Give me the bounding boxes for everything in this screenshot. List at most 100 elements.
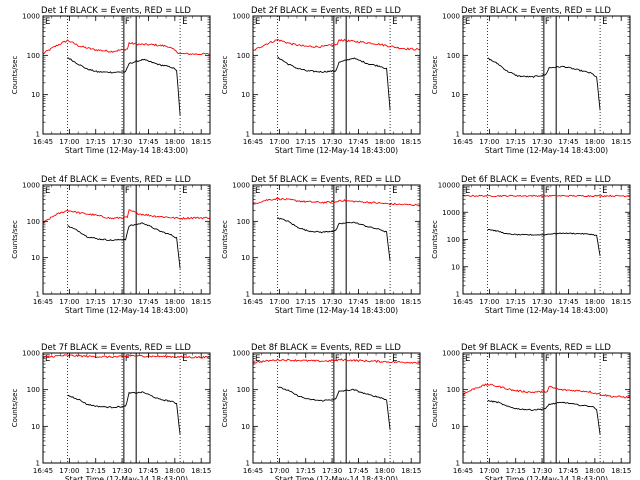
x-tick-label: 17:00: [479, 138, 499, 146]
x-tick-label: 16:45: [453, 298, 473, 306]
x-tick-label: 16:45: [33, 298, 53, 306]
plot-frame: [252, 184, 421, 295]
marker-f: F: [545, 186, 550, 196]
x-tick-label: 18:00: [585, 298, 605, 306]
y-tick-label: 100: [447, 386, 460, 394]
marker-e-start: E: [255, 354, 260, 364]
plot-frame: [252, 15, 421, 135]
y-tick-label: 10: [241, 91, 250, 99]
panel-title: Det 3f BLACK = Events, RED = LLD: [461, 6, 611, 16]
marker-e-end: E: [182, 17, 187, 27]
lld-series-line: [42, 354, 211, 359]
y-tick-label: 100: [27, 52, 40, 60]
x-axis-label: Start Time (12-May-14 18:43:00): [275, 146, 398, 155]
y-tick-label: 1: [456, 291, 460, 299]
plot-frame: [462, 352, 631, 464]
events-series-line: [277, 216, 391, 262]
x-tick-label: 17:45: [348, 138, 368, 146]
x-axis-label: Start Time (12-May-14 18:43:00): [485, 475, 608, 480]
x-tick-label: 17:45: [138, 138, 158, 146]
y-tick-label: 100: [237, 52, 250, 60]
events-series-line: [67, 391, 181, 435]
marker-f: F: [125, 354, 130, 364]
x-tick-label: 18:15: [611, 138, 631, 146]
marker-f: F: [335, 186, 340, 196]
plot-frame: [252, 352, 421, 464]
marker-e-end: E: [392, 17, 397, 27]
x-axis-label: Start Time (12-May-14 18:43:00): [275, 475, 398, 480]
x-tick-label: 17:15: [506, 467, 526, 475]
y-tick-label: 1000: [22, 350, 40, 358]
x-tick-label: 17:45: [348, 467, 368, 475]
y-axis-label: Counts/sec: [431, 220, 439, 259]
lld-series-line: [252, 38, 421, 51]
x-tick-label: 18:00: [375, 467, 395, 475]
x-tick-label: 17:45: [138, 467, 158, 475]
plot-frame: [462, 15, 631, 135]
x-axis-label: Start Time (12-May-14 18:43:00): [65, 475, 188, 480]
y-tick-label: 1: [36, 131, 40, 139]
y-tick-label: 100: [237, 386, 250, 394]
marker-e-start: E: [45, 186, 50, 196]
y-tick-label: 1000: [442, 13, 460, 21]
y-tick-label: 10: [451, 423, 460, 431]
x-tick-label: 18:15: [191, 298, 211, 306]
panel-title: Det 4f BLACK = Events, RED = LLD: [41, 175, 191, 185]
panel-title: Det 8f BLACK = Events, RED = LLD: [251, 343, 401, 353]
plot-frame: [42, 352, 211, 464]
x-tick-label: 17:15: [506, 298, 526, 306]
y-tick-label: 1000: [232, 13, 250, 21]
y-tick-label: 1000: [442, 350, 460, 358]
y-tick-label: 1: [36, 460, 40, 468]
events-series-line: [67, 222, 181, 269]
panel-title: Det 2f BLACK = Events, RED = LLD: [251, 6, 401, 16]
x-tick-label: 18:15: [191, 467, 211, 475]
events-series-line: [487, 57, 601, 111]
x-tick-label: 17:15: [86, 298, 106, 306]
x-tick-label: 17:45: [348, 298, 368, 306]
marker-e-start: E: [465, 354, 470, 364]
y-tick-label: 1: [456, 131, 460, 139]
x-tick-label: 17:30: [112, 467, 132, 475]
y-tick-label: 100: [237, 218, 250, 226]
y-axis-label: Counts/sec: [221, 56, 229, 95]
x-tick-label: 17:15: [296, 138, 316, 146]
x-axis-label: Start Time (12-May-14 18:43:00): [485, 146, 608, 155]
y-tick-label: 10: [451, 91, 460, 99]
x-axis-label: Start Time (12-May-14 18:43:00): [485, 306, 608, 315]
x-tick-label: 16:45: [453, 467, 473, 475]
x-axis-label: Start Time (12-May-14 18:43:00): [65, 306, 188, 315]
events-series-line: [277, 56, 391, 111]
y-tick-label: 100: [27, 386, 40, 394]
x-tick-label: 17:00: [269, 138, 289, 146]
x-axis-label: Start Time (12-May-14 18:43:00): [275, 306, 398, 315]
events-series-line: [487, 399, 601, 435]
marker-e-start: E: [255, 186, 260, 196]
y-axis-label: Counts/sec: [11, 56, 19, 95]
x-tick-label: 18:15: [401, 298, 421, 306]
y-tick-label: 1000: [442, 209, 460, 217]
y-tick-label: 10: [241, 423, 250, 431]
x-tick-label: 17:00: [59, 298, 79, 306]
y-axis-label: Counts/sec: [11, 220, 19, 259]
x-tick-label: 17:15: [296, 467, 316, 475]
x-tick-label: 17:15: [296, 298, 316, 306]
x-tick-label: 18:00: [165, 298, 185, 306]
x-tick-label: 18:00: [165, 138, 185, 146]
y-tick-label: 10: [451, 263, 460, 271]
plot-frame: [42, 15, 211, 135]
x-tick-label: 18:00: [375, 298, 395, 306]
x-tick-label: 18:15: [401, 467, 421, 475]
marker-f: F: [545, 17, 550, 27]
x-tick-label: 17:30: [112, 298, 132, 306]
x-tick-label: 18:15: [191, 138, 211, 146]
marker-f: F: [335, 17, 340, 27]
x-tick-label: 16:45: [243, 298, 263, 306]
marker-f: F: [335, 354, 340, 364]
x-tick-label: 18:00: [585, 138, 605, 146]
